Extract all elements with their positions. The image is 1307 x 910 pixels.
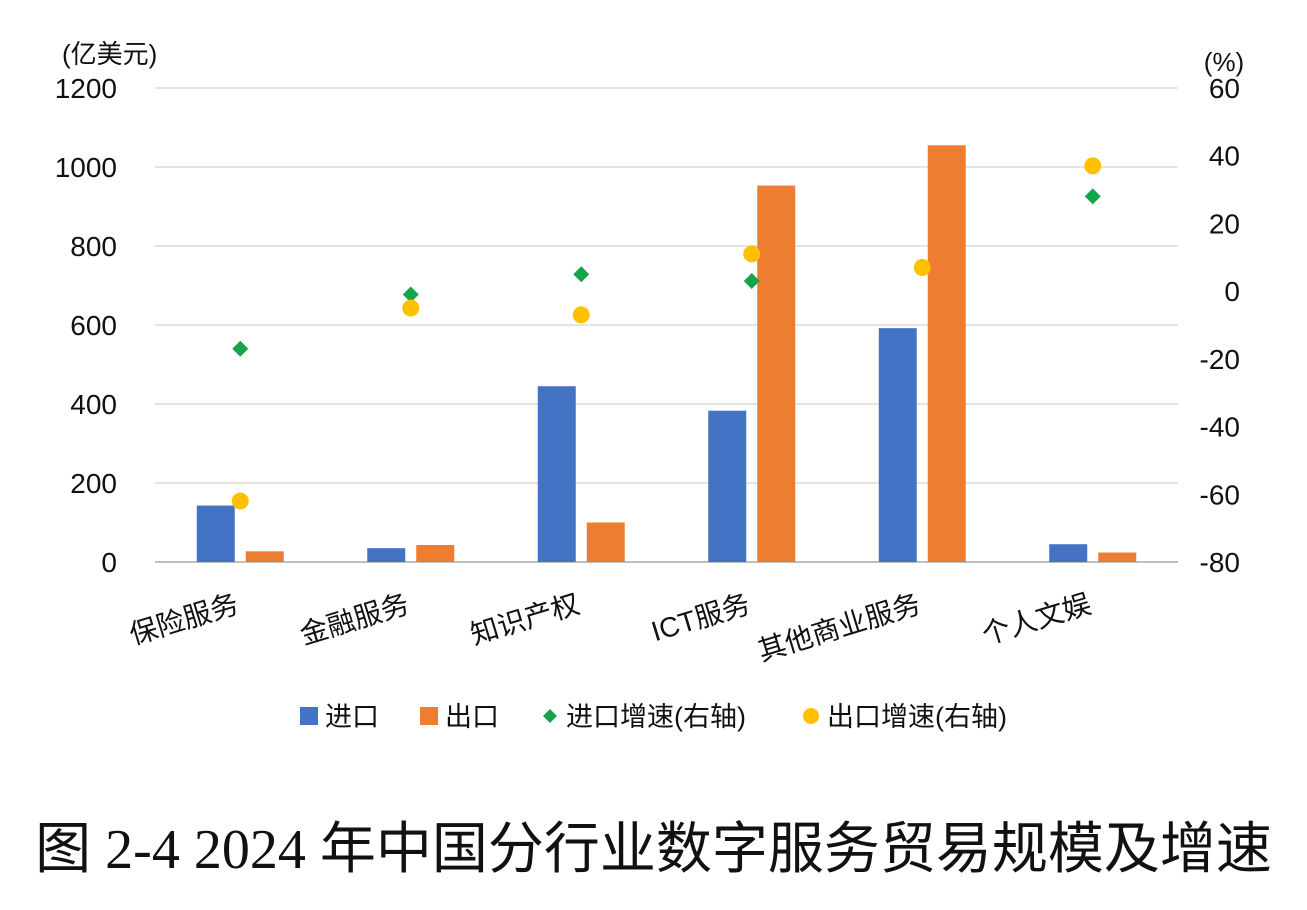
- figure-caption: 图 2-4 2024 年中国分行业数字服务贸易规模及增速: [35, 819, 1272, 881]
- marker-import-growth: [743, 272, 760, 289]
- gridlines: [155, 87, 1178, 563]
- marker-export-growth: [1084, 157, 1102, 175]
- legend-label: 出口增速(右轴): [827, 702, 1007, 732]
- bar-import: [537, 386, 576, 562]
- bar-export: [757, 185, 796, 562]
- bars: [196, 145, 1137, 562]
- x-tick-label: 知识产权: [467, 588, 583, 650]
- left-tick-label: 1000: [55, 152, 117, 183]
- marker-export-growth: [402, 299, 420, 317]
- marker-import-growth: [232, 340, 249, 357]
- bar-import: [1049, 544, 1088, 562]
- legend: 进口 出口 进口增速(右轴) 出口增速(右轴): [300, 702, 1007, 732]
- bar-export: [927, 145, 966, 562]
- bar-export: [416, 545, 455, 562]
- right-tick-label: -40: [1200, 412, 1240, 443]
- right-tick-label: 0: [1224, 276, 1240, 307]
- legend-swatch: [420, 707, 438, 725]
- right-tick-label: 40: [1209, 141, 1240, 172]
- right-tick-label: 60: [1209, 73, 1240, 104]
- bar-export: [245, 551, 284, 562]
- x-tick-label: ICT服务: [648, 588, 754, 647]
- marker-export-growth: [231, 492, 249, 510]
- legend-label: 进口增速(右轴): [566, 702, 746, 732]
- left-tick-label: 400: [70, 389, 117, 420]
- right-tick-label: 20: [1209, 208, 1240, 239]
- left-tick-label: 600: [70, 310, 117, 341]
- left-axis-unit: (亿美元): [62, 39, 157, 69]
- x-tick-label: 其他商业服务: [754, 588, 924, 667]
- x-tick-label: 个人文娱: [978, 588, 1094, 650]
- right-axis-unit: (%): [1204, 47, 1244, 77]
- marker-export-growth: [743, 245, 761, 263]
- right-tick-label: -80: [1200, 547, 1240, 578]
- legend-swatch: [300, 707, 318, 725]
- bar-import: [367, 548, 406, 562]
- marker-import-growth: [1084, 188, 1101, 205]
- right-tick-label: -20: [1200, 344, 1240, 375]
- bar-export: [586, 522, 625, 562]
- marker-export-growth: [913, 258, 931, 276]
- left-tick-label: 0: [101, 547, 117, 578]
- markers: [231, 157, 1102, 510]
- x-tick-labels: 保险服务 金融服务 知识产权 ICT服务 其他商业服务 个人文娱: [126, 588, 1095, 667]
- marker-export-growth: [572, 306, 590, 324]
- marker-import-growth: [402, 286, 419, 303]
- bar-import: [196, 505, 235, 562]
- x-tick-label: 保险服务: [126, 588, 242, 650]
- marker-import-growth: [573, 266, 590, 283]
- right-tick-label: -60: [1200, 479, 1240, 510]
- left-tick-label: 800: [70, 231, 117, 262]
- left-tick-label: 1200: [55, 73, 117, 104]
- legend-label: 出口: [445, 702, 499, 732]
- axes: 0 200 400 600 800 1000 1200 -80 -60 -40 -20 0 20 40 60: [55, 73, 1240, 578]
- legend-swatch: [543, 709, 557, 723]
- left-tick-label: 200: [70, 468, 117, 499]
- bar-export: [1098, 552, 1137, 562]
- x-tick-label: 金融服务: [296, 588, 412, 650]
- bar-import: [708, 410, 747, 562]
- legend-swatch: [803, 708, 819, 724]
- bar-import: [878, 328, 917, 562]
- legend-label: 进口: [325, 702, 379, 732]
